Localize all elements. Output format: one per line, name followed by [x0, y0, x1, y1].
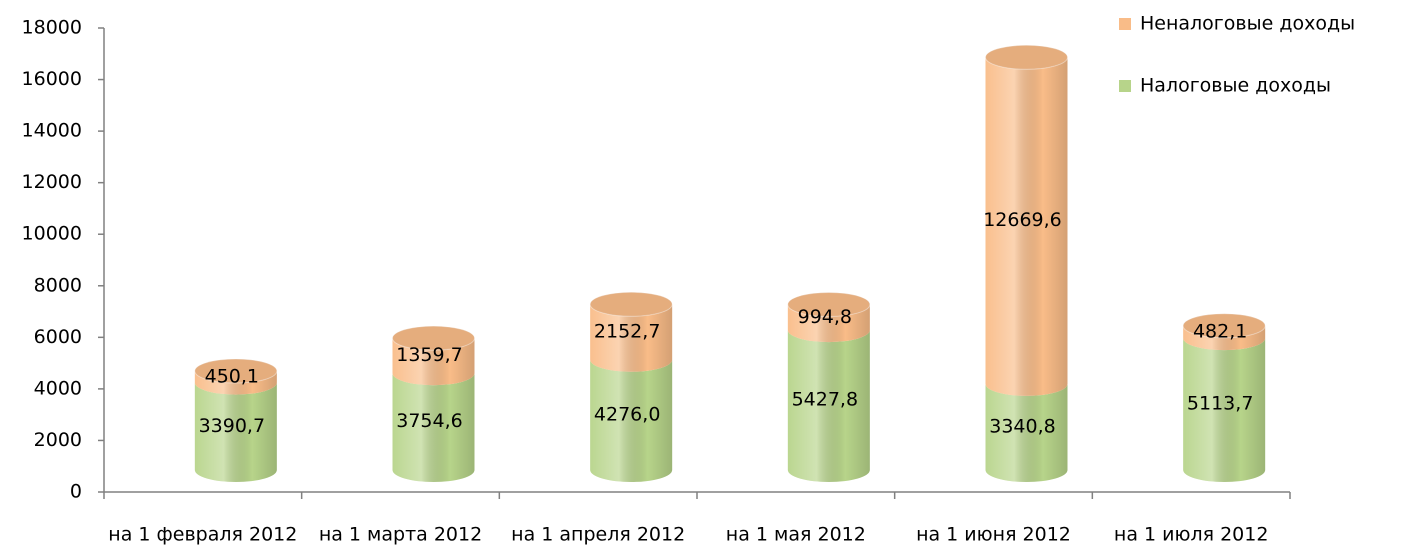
- value-label: 3390,7: [199, 415, 265, 437]
- value-label: 2152,7: [594, 321, 660, 343]
- value-label: 3340,8: [989, 415, 1055, 437]
- bar-top-shading: [392, 326, 475, 351]
- bar-shading: [392, 373, 475, 482]
- bar-top: [392, 325, 475, 351]
- value-label: 450,1: [205, 365, 259, 387]
- value-label: 3754,6: [396, 410, 462, 432]
- value-label: 5427,8: [792, 389, 858, 411]
- y-tick-label: 12000: [22, 171, 82, 193]
- y-tick-label: 14000: [22, 120, 82, 142]
- value-label: 994,8: [798, 306, 852, 328]
- x-tick-label: на 1 июля 2012: [1114, 524, 1269, 546]
- value-label: 482,1: [1193, 320, 1247, 342]
- x-tick-label: на 1 февраля 2012: [108, 524, 297, 546]
- legend-swatch: [1119, 18, 1131, 30]
- bar-shading: [985, 383, 1068, 482]
- x-tick-label: на 1 апреля 2012: [511, 524, 685, 546]
- bar-shading: [590, 359, 673, 482]
- bar-shading: [787, 330, 870, 482]
- bar-shading: [985, 57, 1068, 396]
- y-tick-label: 0: [70, 481, 82, 503]
- y-tick-label: 4000: [34, 377, 82, 399]
- bar-top-shading: [1183, 313, 1266, 338]
- bar-shading: [590, 304, 673, 372]
- value-label: 4276,0: [594, 403, 660, 425]
- bar-shading: [1183, 338, 1266, 482]
- bar-shading: [392, 338, 475, 386]
- x-tick-label: на 1 июня 2012: [916, 524, 1071, 546]
- y-tick-label: 18000: [22, 17, 82, 39]
- value-label: 5113,7: [1187, 393, 1253, 415]
- bar-shading: [194, 370, 277, 395]
- value-label: 12669,6: [983, 209, 1062, 231]
- bar-top: [194, 358, 278, 384]
- bar-top: [589, 291, 673, 317]
- y-tick-label: 16000: [22, 68, 82, 90]
- x-tick-label: на 1 марта 2012: [319, 524, 482, 546]
- legend-label: Налоговые доходы: [1140, 75, 1331, 97]
- x-tick-label: на 1 мая 2012: [726, 524, 866, 546]
- bar-top: [787, 291, 871, 317]
- legend-label: Неналоговые доходы: [1140, 13, 1355, 35]
- y-tick-label: 6000: [34, 326, 82, 348]
- y-tick-label: 8000: [34, 274, 82, 296]
- y-tick-label: 10000: [22, 223, 82, 245]
- bar-top: [985, 44, 1068, 70]
- bar-top-shading: [985, 45, 1068, 70]
- bar-shading: [1183, 325, 1266, 351]
- legend-swatch: [1119, 80, 1131, 92]
- bar-top-shading: [787, 292, 870, 317]
- y-tick-label: 2000: [34, 429, 82, 451]
- bar-top: [1182, 313, 1266, 339]
- bar-top-shading: [590, 292, 673, 317]
- bar-shading: [787, 304, 870, 343]
- bar-shading: [194, 382, 277, 482]
- value-label: 1359,7: [396, 344, 462, 366]
- bar-top-shading: [194, 358, 277, 383]
